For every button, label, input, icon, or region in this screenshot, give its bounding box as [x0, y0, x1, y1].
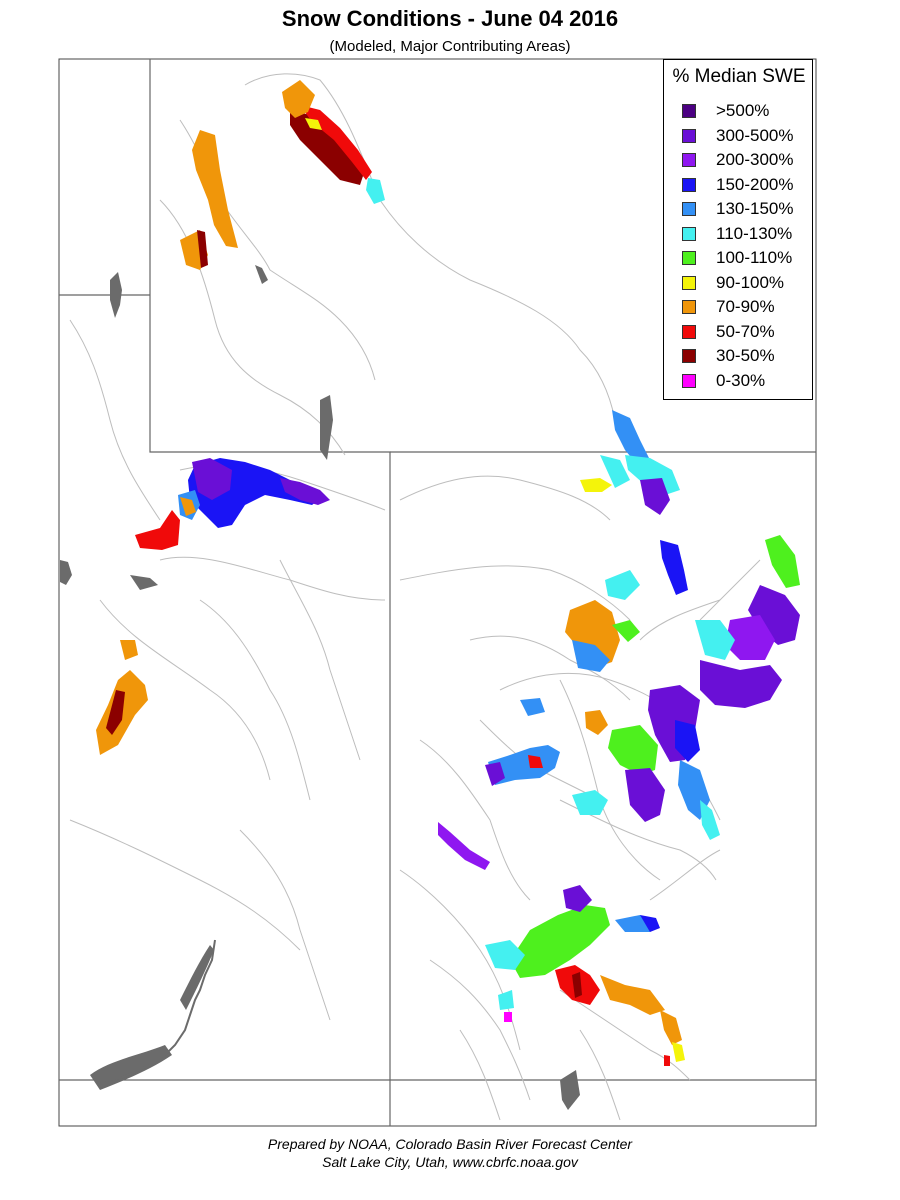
legend-swatch [682, 104, 696, 118]
legend-label: 150-200% [716, 174, 794, 194]
footer-location: Salt Lake City, Utah, www.cbrfc.noaa.gov [322, 1154, 578, 1170]
snow-areas [96, 80, 800, 1066]
legend-item: 0-30% [682, 370, 810, 392]
legend-swatch [682, 300, 696, 314]
legend-swatch [682, 349, 696, 363]
basin-boundaries [69, 73, 761, 1121]
legend-item: 90-100% [682, 272, 810, 294]
legend-swatch [682, 251, 696, 265]
legend-item: 30-50% [682, 346, 810, 367]
footer-prepared-by: Prepared by NOAA, Colorado Basin River F… [267, 1136, 633, 1152]
legend-label: 110-130% [716, 223, 793, 243]
legend-item: 130-150% [682, 199, 810, 220]
map-frame [58, 58, 817, 1127]
legend-title: % Median SWE [672, 66, 806, 87]
snow-area-east-front [612, 410, 650, 468]
legend-label: 300-500% [716, 125, 794, 145]
legend-label: 200-300% [716, 150, 794, 169]
legend-label: 0-30% [716, 370, 766, 390]
legend-label: 90-100% [716, 272, 785, 292]
legend-label: 70-90% [716, 297, 775, 316]
legend-item: 110-130% [682, 223, 810, 245]
legend-item: >500% [682, 101, 810, 122]
legend-swatch [682, 202, 696, 216]
legend-item: 150-200% [682, 174, 810, 196]
legend-item: 50-70% [682, 321, 810, 343]
legend: % Median SWE >500% 300-500% 200-300% 150-20… [663, 59, 813, 400]
legend-item: 300-500% [682, 125, 810, 147]
legend-item: 100-110% [682, 248, 810, 269]
legend-item: 200-300% [682, 150, 810, 171]
snow-area-southern-block [510, 905, 610, 978]
legend-swatch [682, 153, 696, 167]
legend-swatch [682, 226, 696, 241]
snow-area-north-ridge [290, 110, 365, 185]
legend-label: 50-70% [716, 321, 775, 341]
snow-area-south-central [488, 745, 560, 785]
legend-swatch [682, 128, 696, 143]
legend-swatch [682, 373, 696, 388]
legend-label: 100-110% [716, 248, 793, 267]
legend-label: 30-50% [716, 346, 775, 365]
legend-swatch [682, 324, 696, 339]
map-title: Snow Conditions - June 04 2016 [281, 6, 619, 31]
map-subtitle: (Modeled, Major Contributing Areas) [329, 38, 571, 55]
state-border-west [99, 939, 216, 1083]
legend-swatch [682, 177, 696, 192]
legend-swatch [682, 275, 696, 290]
legend-label: 130-150% [716, 199, 794, 218]
lakes [60, 265, 580, 1110]
legend-item: 70-90% [682, 297, 810, 318]
legend-label: >500% [716, 101, 770, 120]
